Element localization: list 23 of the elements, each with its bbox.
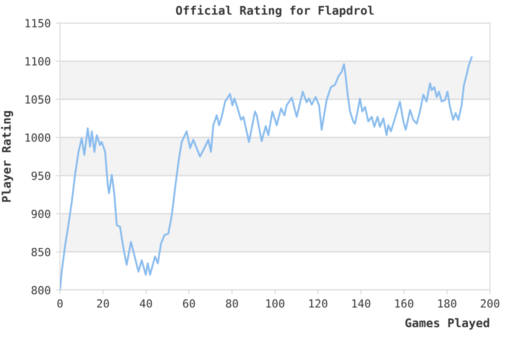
x-tick-label: 120 [309, 299, 328, 308]
y-tick-label: 900 [32, 210, 50, 218]
x-tick-label: 20 [97, 299, 109, 308]
x-tick-label: 80 [226, 299, 238, 308]
x-tick-label: 60 [183, 299, 195, 308]
x-tick-label: 100 [266, 299, 284, 308]
y-tick-label: 1150 [26, 19, 50, 28]
y-tick-label: 950 [32, 172, 50, 180]
y-tick-label: 1000 [26, 133, 50, 142]
y-tick-label: 800 [32, 286, 50, 294]
x-axis-title: Games Played [405, 318, 490, 330]
x-tick-label: 200 [480, 299, 500, 308]
chart-title: Official Rating for Flapdrol [176, 5, 374, 18]
x-tick-label: 140 [352, 299, 370, 308]
y-tick-label: 850 [32, 248, 50, 256]
y-axis-title: Player Rating [1, 111, 14, 202]
x-tick-label: 0 [57, 299, 63, 308]
x-tick-label: 160 [395, 299, 414, 308]
y-tick-label: 1050 [26, 95, 50, 104]
x-tick-label: 40 [140, 299, 152, 308]
line-series [60, 56, 473, 290]
y-tick-label: 1100 [26, 57, 50, 66]
x-tick-label: 180 [438, 299, 456, 308]
